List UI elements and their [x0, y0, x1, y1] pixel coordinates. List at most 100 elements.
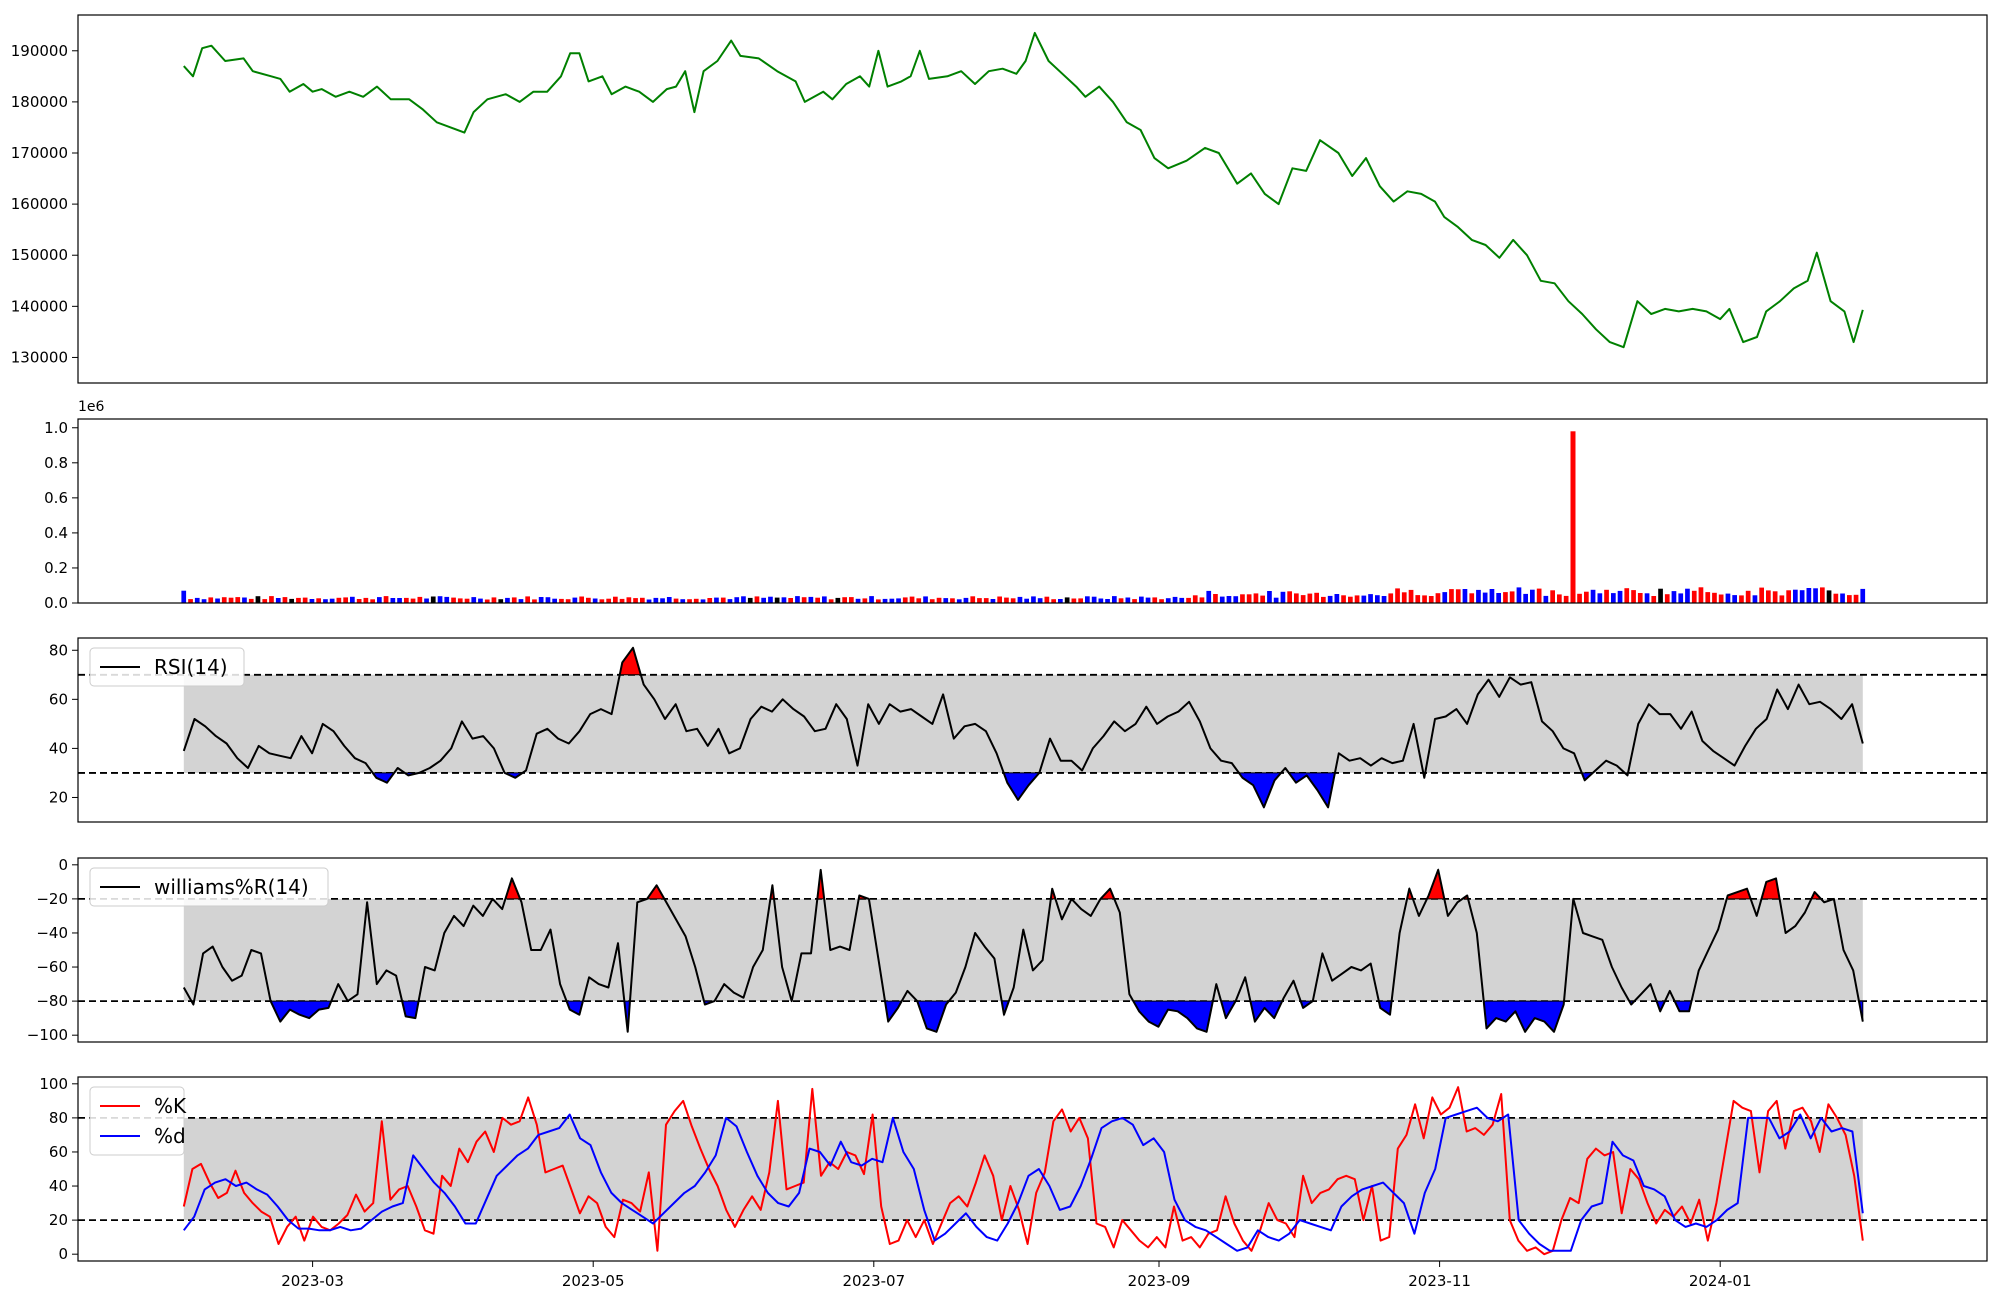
panel-frame: [77, 637, 1988, 823]
volume-bar: [1806, 588, 1812, 603]
volume-bar: [1145, 597, 1151, 603]
volume-bar: [929, 599, 935, 603]
volume-bar: [1058, 599, 1063, 603]
volume-bar: [1401, 592, 1407, 603]
volume-bar: [1004, 597, 1009, 603]
volume-bar: [936, 597, 942, 603]
volume-bar: [983, 598, 989, 603]
volume-bar: [902, 597, 908, 603]
volume-bar: [1375, 595, 1380, 603]
volume-bar: [1246, 594, 1252, 603]
volume-bar: [687, 599, 692, 603]
volume-bar: [1300, 595, 1306, 603]
volume-bar: [565, 599, 571, 603]
volume-bar: [1408, 589, 1414, 603]
legend-box: [89, 1086, 185, 1156]
volume-bar: [181, 590, 187, 603]
volume-bar: [882, 598, 888, 603]
y-tick-label: 60: [49, 1143, 68, 1161]
volume-bar: [1260, 595, 1265, 603]
volume-bar: [1671, 591, 1677, 603]
volume-bar: [1064, 597, 1070, 603]
volume-bar: [1469, 593, 1475, 603]
neutral-band: [183, 1117, 1863, 1221]
panel-frame: [77, 857, 1988, 1043]
volume-bar: [599, 599, 605, 603]
y-tick-label: 0.4: [44, 524, 68, 542]
volume-bar: [1530, 589, 1535, 603]
volume-bar: [1024, 598, 1029, 603]
volume-bar: [343, 597, 348, 603]
volume-bar: [997, 596, 1002, 603]
y-tick-label: 100: [39, 1075, 68, 1093]
volume-bar: [950, 598, 955, 603]
volume-bar: [1442, 592, 1448, 603]
volume-bar: [491, 597, 497, 603]
y-tick-label: 0.6: [44, 489, 68, 507]
volume-multiplier-label: 1e6: [78, 399, 105, 415]
volume-bar: [1078, 598, 1083, 603]
volume-bar: [1267, 591, 1272, 603]
panel-frame: [77, 418, 1988, 604]
volume-bar: [1395, 588, 1400, 603]
volume-bar: [248, 598, 254, 603]
x-tick-label: 2023-07: [842, 1272, 905, 1290]
volume-bar: [1820, 587, 1825, 603]
volume-bar: [188, 599, 193, 603]
volume-bar: [970, 596, 976, 603]
volume-bar: [471, 597, 477, 603]
volume-bar: [1253, 593, 1259, 603]
volume-bar: [424, 598, 429, 603]
volume-bar: [1422, 595, 1427, 603]
volume-bar: [559, 598, 564, 603]
volume-bar: [855, 598, 861, 603]
volume-bar: [444, 596, 450, 603]
y-tick-label: 80: [49, 641, 68, 659]
volume-bar: [835, 597, 841, 603]
volume-bar: [1219, 596, 1225, 603]
y-tick-label: −40: [36, 924, 68, 942]
williams-panel: 0 −20 −40 −60 −80 −100 williams%R(14): [27, 856, 1988, 1044]
volume-bar: [255, 596, 261, 603]
volume-bar: [1584, 591, 1589, 603]
volume-bar: [275, 598, 281, 603]
volume-bar: [1725, 593, 1731, 603]
x-tick-label: 2024-01: [1689, 1272, 1752, 1290]
volume-bar: [1597, 593, 1603, 603]
y-tick-label: 1.0: [44, 419, 68, 437]
volume-bar: [1192, 595, 1198, 603]
volume-bar: [1557, 594, 1562, 603]
volume-bar: [201, 599, 207, 603]
volume-bar: [1334, 594, 1340, 603]
volume-bar: [1125, 597, 1131, 603]
volume-bar: [1745, 590, 1751, 603]
y-tick-label: 40: [49, 1177, 68, 1195]
volume-bar: [896, 598, 901, 603]
volume-bar: [316, 598, 321, 603]
volume-bar: [377, 597, 382, 603]
volume-bar: [1833, 593, 1839, 603]
y-tick-label: −80: [36, 992, 68, 1010]
volume-bar: [1543, 595, 1549, 603]
volume-bar: [1415, 595, 1421, 603]
volume-bar: [1159, 599, 1164, 603]
neutral-band: [183, 898, 1863, 1002]
volume-bar: [1860, 588, 1866, 603]
volume-panel: 0.0 0.2 0.4 0.6 0.8 1.0 1e6: [44, 399, 1988, 612]
volume-bar: [1664, 594, 1670, 603]
rsi-panel: 20 40 60 80 RSI(14): [49, 637, 1988, 823]
volume-bar: [1786, 590, 1791, 603]
volume-bar: [451, 597, 456, 603]
volume-bar: [309, 599, 315, 603]
legend-label: %K: [154, 1094, 187, 1118]
volume-bar: [673, 598, 679, 603]
volume-bar: [518, 599, 524, 603]
volume-bar: [1847, 595, 1852, 603]
volume-bar: [876, 599, 881, 603]
volume-bar: [1165, 598, 1171, 603]
volume-bar: [532, 599, 537, 603]
volume-bar: [397, 598, 402, 603]
k-line: [182, 1086, 1864, 1256]
volume-bar: [262, 599, 268, 603]
y-tick-label: 180000: [11, 93, 68, 111]
